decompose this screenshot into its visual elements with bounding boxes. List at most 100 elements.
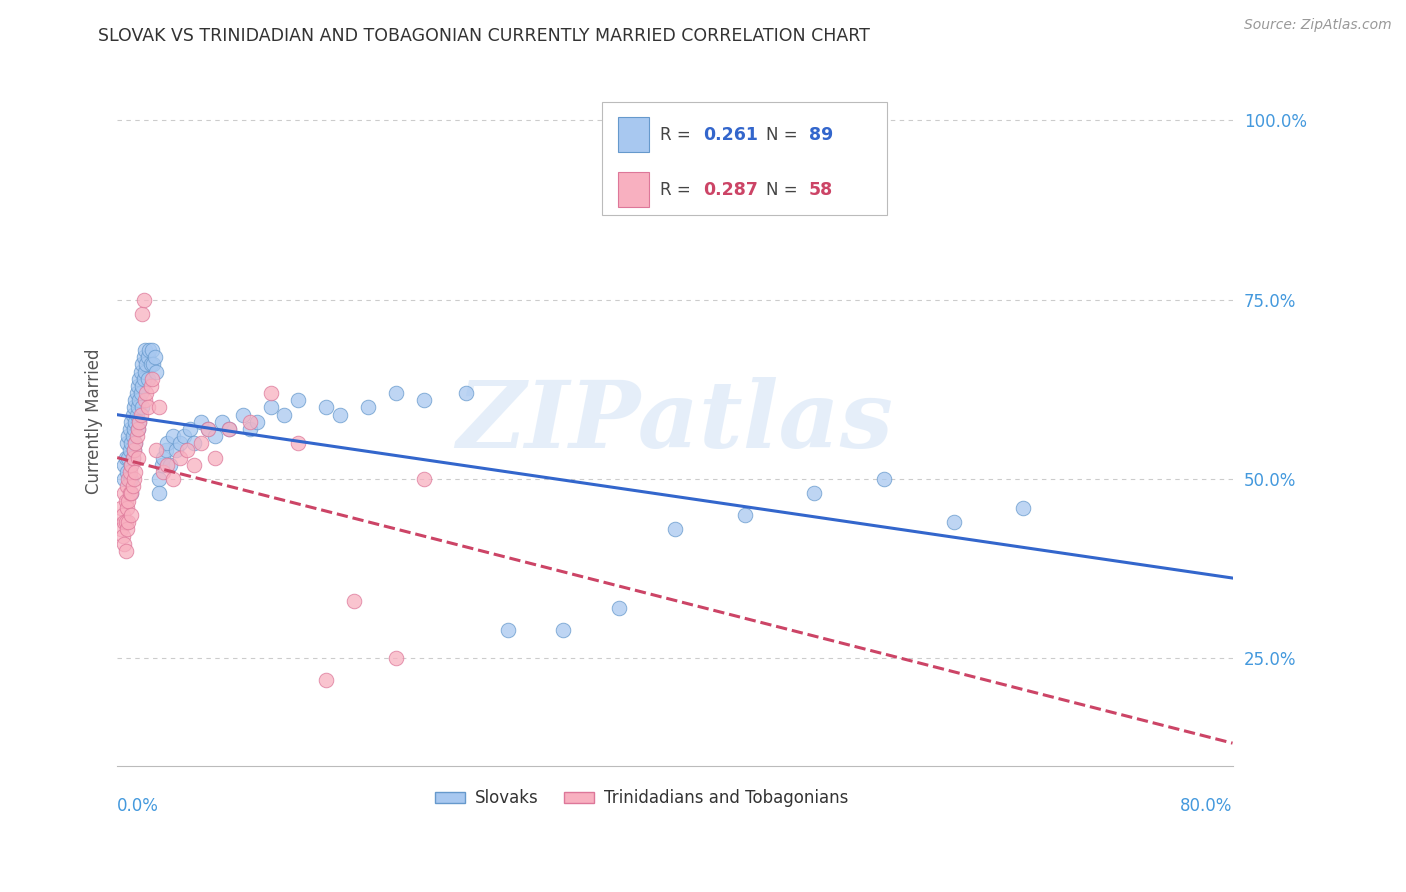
- Point: [129, 408, 152, 422]
- Point: [165, 443, 187, 458]
- Point: [315, 401, 337, 415]
- Point: [169, 436, 191, 450]
- Point: [162, 472, 184, 486]
- Text: R =: R =: [661, 181, 696, 199]
- Point: [190, 436, 212, 450]
- Point: [121, 429, 143, 443]
- Point: [190, 415, 212, 429]
- Point: [125, 408, 148, 422]
- Point: [121, 408, 143, 422]
- Point: [120, 486, 142, 500]
- Point: [117, 450, 139, 465]
- Point: [120, 458, 142, 472]
- Point: [118, 422, 141, 436]
- Point: [138, 343, 160, 357]
- Legend: Slovaks, Trinidadians and Tobagonians: Slovaks, Trinidadians and Tobagonians: [429, 783, 855, 814]
- Point: [117, 493, 139, 508]
- Point: [183, 436, 205, 450]
- Point: [115, 436, 138, 450]
- Point: [118, 465, 141, 479]
- Point: [803, 486, 825, 500]
- Point: [287, 393, 309, 408]
- Point: [118, 472, 141, 486]
- Point: [112, 472, 135, 486]
- Point: [122, 422, 145, 436]
- Point: [141, 372, 163, 386]
- Point: [114, 544, 136, 558]
- Point: [148, 401, 170, 415]
- Point: [607, 601, 630, 615]
- Point: [122, 443, 145, 458]
- Point: [110, 500, 132, 515]
- Point: [145, 443, 167, 458]
- Point: [197, 422, 219, 436]
- Point: [111, 508, 134, 522]
- Point: [135, 386, 157, 401]
- Point: [239, 415, 262, 429]
- Point: [734, 508, 756, 522]
- Point: [118, 443, 141, 458]
- Point: [134, 364, 156, 378]
- Point: [120, 436, 142, 450]
- Point: [204, 429, 226, 443]
- Point: [454, 386, 477, 401]
- Point: [148, 472, 170, 486]
- Point: [127, 401, 149, 415]
- Point: [122, 443, 145, 458]
- Point: [315, 673, 337, 687]
- Point: [176, 443, 198, 458]
- Text: 89: 89: [808, 126, 832, 144]
- Text: R =: R =: [661, 126, 696, 144]
- Point: [120, 508, 142, 522]
- Point: [496, 623, 519, 637]
- Point: [128, 372, 150, 386]
- Point: [553, 623, 575, 637]
- Text: 0.0%: 0.0%: [117, 797, 159, 814]
- Point: [128, 393, 150, 408]
- Point: [273, 408, 295, 422]
- Point: [112, 486, 135, 500]
- Point: [120, 472, 142, 486]
- Point: [385, 651, 408, 665]
- Text: ZIPatlas: ZIPatlas: [457, 376, 893, 467]
- Point: [122, 401, 145, 415]
- Point: [162, 429, 184, 443]
- Point: [114, 493, 136, 508]
- Text: 0.261: 0.261: [703, 126, 758, 144]
- Point: [115, 522, 138, 536]
- Point: [155, 443, 177, 458]
- Bar: [619, 172, 650, 207]
- Point: [122, 472, 145, 486]
- Point: [120, 486, 142, 500]
- Point: [115, 500, 138, 515]
- Point: [129, 364, 152, 378]
- Point: [120, 458, 142, 472]
- Point: [287, 436, 309, 450]
- Point: [132, 372, 155, 386]
- Point: [873, 472, 896, 486]
- Point: [159, 458, 181, 472]
- Point: [211, 415, 233, 429]
- Bar: [619, 118, 650, 152]
- Point: [183, 458, 205, 472]
- Point: [204, 450, 226, 465]
- Point: [664, 522, 686, 536]
- Point: [127, 450, 149, 465]
- Point: [218, 422, 240, 436]
- Point: [112, 458, 135, 472]
- Point: [112, 515, 135, 529]
- Point: [232, 408, 254, 422]
- Point: [110, 522, 132, 536]
- Text: 58: 58: [808, 181, 832, 199]
- Point: [412, 472, 434, 486]
- Point: [115, 465, 138, 479]
- Point: [131, 357, 153, 371]
- FancyBboxPatch shape: [602, 102, 887, 215]
- Text: 80.0%: 80.0%: [1180, 797, 1233, 814]
- Point: [173, 429, 195, 443]
- Point: [121, 450, 143, 465]
- Point: [239, 422, 262, 436]
- Point: [132, 293, 155, 307]
- Point: [152, 450, 174, 465]
- Point: [124, 393, 146, 408]
